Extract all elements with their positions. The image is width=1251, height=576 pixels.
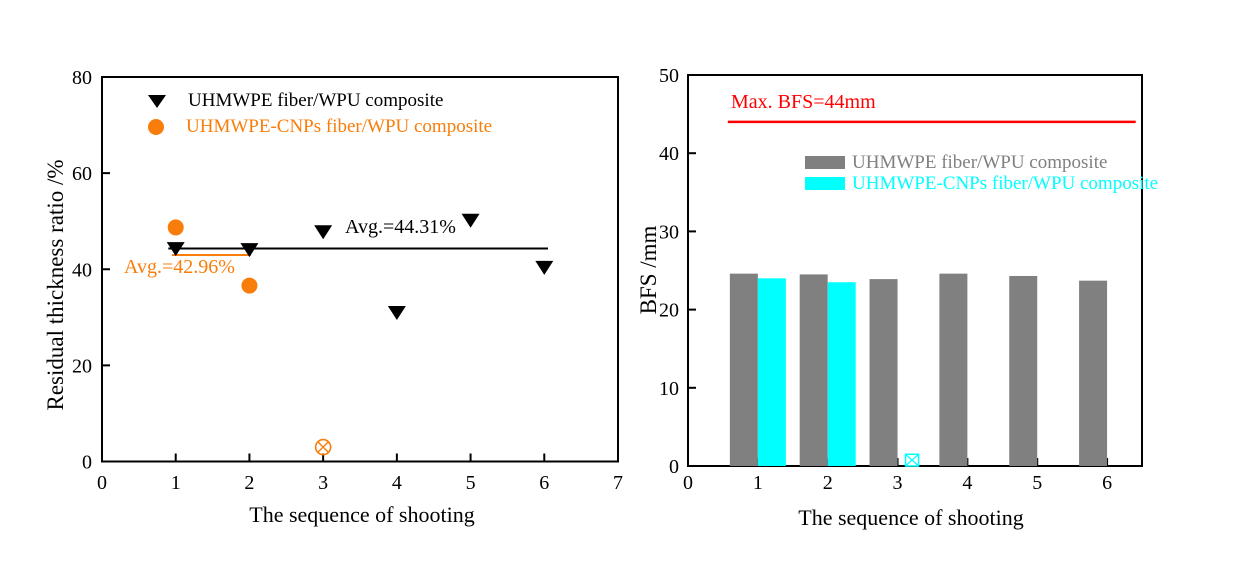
circle-icon (148, 119, 164, 135)
bar-gray (939, 273, 968, 466)
x-tick-label: 3 (893, 472, 903, 494)
bar-gray (729, 273, 758, 466)
y-tick-label: 0 (669, 456, 679, 478)
max-bfs-annotation: Max. BFS=44mm (731, 91, 876, 113)
y-tick-label: 40 (72, 259, 92, 281)
x-tick-label: 7 (613, 472, 623, 494)
data-point-triangle (314, 225, 333, 240)
legend-item-uhmwpe-cnps-bar: UHMWPE-CNPs fiber/WPU composite (805, 173, 1158, 194)
x-tick-label: 1 (753, 472, 763, 494)
y-tick-label: 20 (659, 300, 679, 322)
x-tick-label: 3 (318, 472, 328, 494)
avg-annotation-uhmwpe: Avg.=44.31% (345, 216, 456, 238)
legend-label-uhmwpe-cnps-bar: UHMWPE-CNPs fiber/WPU composite (852, 172, 1159, 194)
bar-gray (1009, 275, 1038, 466)
right-legend: UHMWPE fiber/WPU composite UHMWPE-CNPs f… (805, 152, 1158, 194)
data-point-circle (241, 277, 258, 294)
bar-gray (869, 279, 898, 466)
x-tick-label: 5 (1032, 472, 1042, 494)
triangle-down-icon (148, 94, 166, 108)
y-tick-label: 50 (659, 65, 679, 87)
right-x-axis-title: The sequence of shooting (798, 505, 1024, 530)
left-x-axis-title: The sequence of shooting (249, 502, 475, 527)
gray-bar-swatch-icon (805, 156, 845, 169)
bar-gray (1079, 280, 1108, 466)
y-tick-label: 40 (659, 143, 679, 165)
x-tick-label: 4 (392, 472, 402, 494)
perforated-point-cross (317, 441, 329, 453)
legend-item-uhmwpe-bar: UHMWPE fiber/WPU composite (805, 152, 1158, 173)
x-tick-label: 0 (97, 472, 107, 494)
x-tick-label: 1 (171, 472, 181, 494)
x-tick-label: 2 (823, 472, 833, 494)
x-tick-label: 4 (962, 472, 972, 494)
y-tick-label: 20 (72, 355, 92, 377)
bar-gray (799, 274, 828, 466)
data-point-circle (167, 219, 184, 236)
data-point-triangle (166, 242, 185, 257)
data-point-triangle (535, 260, 554, 275)
perforated-point-circle (314, 438, 332, 456)
y-tick-label: 80 (72, 67, 92, 89)
x-tick-label: 5 (466, 472, 476, 494)
left-y-axis-title: Residual thickness ratio /% (43, 159, 68, 411)
data-point-triangle (240, 243, 259, 258)
x-tick-label: 0 (683, 472, 693, 494)
data-point-triangle (387, 306, 406, 321)
data-point-triangle (461, 213, 480, 228)
legend-label-uhmwpe-cnps: UHMWPE-CNPs fiber/WPU composite (186, 116, 493, 137)
legend-label-uhmwpe: UHMWPE fiber/WPU composite (188, 90, 444, 111)
left-legend: UHMWPE fiber/WPU composite UHMWPE-CNPs f… (148, 88, 492, 140)
cyan-bar-swatch-icon (805, 177, 845, 190)
perforated-bar-cross (905, 453, 919, 467)
x-tick-label: 2 (244, 472, 254, 494)
y-tick-label: 60 (72, 163, 92, 185)
x-tick-label: 6 (539, 472, 549, 494)
y-tick-label: 30 (659, 221, 679, 243)
y-tick-label: 10 (659, 378, 679, 400)
legend-item-uhmwpe: UHMWPE fiber/WPU composite (148, 88, 492, 114)
right-y-axis-title: BFS /mm (636, 225, 661, 315)
y-tick-label: 0 (82, 452, 92, 474)
legend-item-uhmwpe-cnps: UHMWPE-CNPs fiber/WPU composite (148, 114, 492, 140)
avg-annotation-uhmwpe-cnps: Avg.=42.96% (124, 256, 235, 278)
bar-cyan (757, 278, 786, 466)
bar-cyan (827, 282, 856, 466)
legend-label-uhmwpe-bar: UHMWPE fiber/WPU composite (852, 151, 1108, 173)
x-tick-label: 6 (1102, 472, 1112, 494)
